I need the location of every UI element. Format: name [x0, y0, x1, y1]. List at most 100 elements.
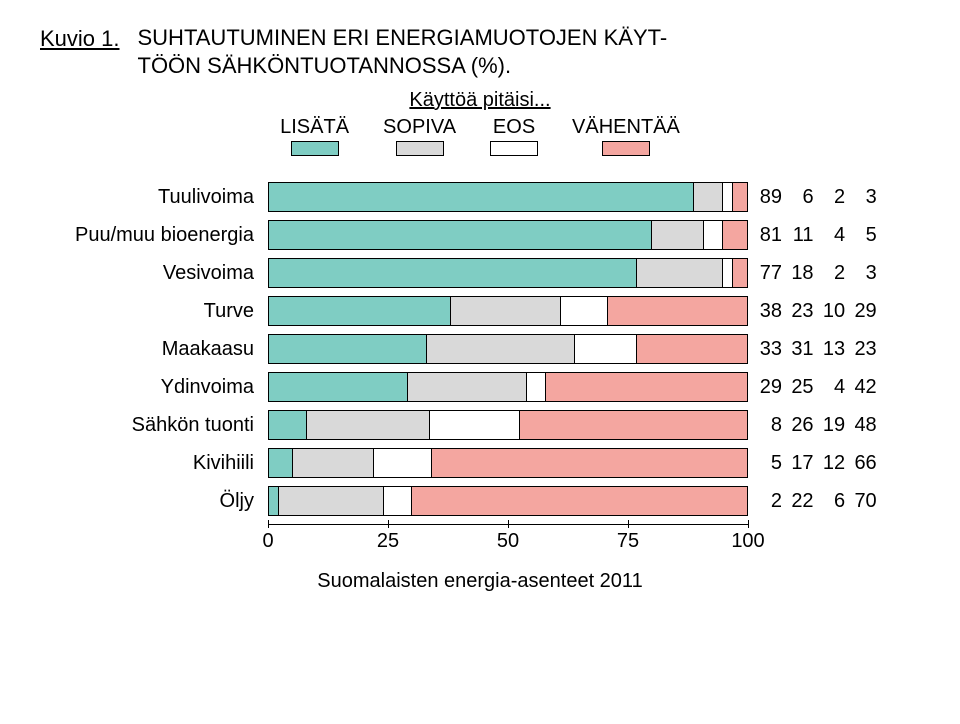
value: 29	[851, 300, 877, 323]
bar-segment	[269, 411, 307, 439]
bar-segment	[384, 487, 413, 515]
category-label: Vesivoima	[50, 262, 260, 285]
value: 2	[819, 186, 845, 209]
bar-segment	[608, 297, 747, 325]
axis-tick-label: 50	[497, 530, 519, 553]
bar-segment	[637, 259, 723, 287]
page: Kuvio 1. SUHTAUTUMINEN ERI ENERGIAMUOTOJ…	[0, 0, 960, 613]
value: 19	[819, 414, 845, 437]
category-label: Sähkön tuonti	[50, 414, 260, 437]
legend-label: VÄHENTÄÄ	[572, 116, 680, 139]
bar-segment	[723, 183, 733, 211]
category-label: Tuulivoima	[50, 186, 260, 209]
value: 25	[788, 376, 814, 399]
bar-segment	[704, 221, 723, 249]
value: 23	[851, 338, 877, 361]
x-axis: 0255075100	[268, 524, 748, 552]
legend-swatch	[490, 141, 538, 156]
axis-tick	[628, 520, 629, 528]
stacked-bar	[268, 410, 748, 440]
value: 12	[819, 452, 845, 475]
value-labels: 81 11 4 5	[756, 224, 876, 247]
legend-item: SOPIVA	[383, 116, 456, 156]
legend-swatch	[602, 141, 650, 156]
bar-segment	[279, 487, 384, 515]
bar-segment	[269, 259, 637, 287]
value: 11	[788, 224, 814, 247]
bar-segment	[412, 487, 747, 515]
bar-segment	[451, 297, 561, 325]
value: 2	[819, 262, 845, 285]
stacked-bar	[268, 486, 748, 516]
value: 42	[851, 376, 877, 399]
value: 23	[788, 300, 814, 323]
bar-segment	[561, 297, 609, 325]
category-label: Kivihiili	[50, 452, 260, 475]
legend-swatch	[396, 141, 444, 156]
bar-segment	[637, 335, 747, 363]
bar-segment	[293, 449, 374, 477]
legend: LISÄTÄ SOPIVA EOS VÄHENTÄÄ	[40, 116, 920, 156]
value: 26	[788, 414, 814, 437]
bar-segment	[269, 487, 279, 515]
bar-segment	[307, 411, 430, 439]
legend-item: EOS	[490, 116, 538, 156]
value: 89	[756, 186, 782, 209]
value: 5	[756, 452, 782, 475]
bar-segment	[269, 335, 427, 363]
value: 48	[851, 414, 877, 437]
bar-segment	[269, 297, 451, 325]
value-labels: 77 18 2 3	[756, 262, 876, 285]
bar-segment	[723, 259, 733, 287]
value: 70	[851, 490, 877, 513]
bar-segment	[652, 221, 704, 249]
axis-tick-label: 0	[262, 530, 273, 553]
category-label: Puu/muu bioenergia	[50, 224, 260, 247]
value: 33	[756, 338, 782, 361]
value: 66	[851, 452, 877, 475]
bar-segment	[546, 373, 747, 401]
value-labels: 89 6 2 3	[756, 186, 876, 209]
stacked-bar-chart: Tuulivoima 89 6 2 3 Puu/muu bioenergia 81 1…	[50, 182, 920, 552]
stacked-bar	[268, 296, 748, 326]
axis-tick	[508, 520, 509, 528]
value: 13	[819, 338, 845, 361]
legend-item: VÄHENTÄÄ	[572, 116, 680, 156]
bar-segment	[427, 335, 575, 363]
legend-item: LISÄTÄ	[280, 116, 349, 156]
axis-tick-label: 75	[617, 530, 639, 553]
legend-label: LISÄTÄ	[280, 116, 349, 139]
value: 10	[819, 300, 845, 323]
category-label: Turve	[50, 300, 260, 323]
value-labels: 5 17 12 66	[756, 452, 876, 475]
value-labels: 2 22 6 70	[756, 490, 876, 513]
stacked-bar	[268, 220, 748, 250]
value: 81	[756, 224, 782, 247]
value-labels: 33 31 13 23	[756, 338, 876, 361]
stacked-bar	[268, 448, 748, 478]
stacked-bar	[268, 258, 748, 288]
stacked-bar	[268, 182, 748, 212]
figure-title: SUHTAUTUMINEN ERI ENERGIAMUOTOJEN KÄYT-T…	[138, 24, 668, 79]
value-labels: 8 26 19 48	[756, 414, 876, 437]
bar-segment	[408, 373, 528, 401]
bar-segment	[269, 449, 293, 477]
value: 77	[756, 262, 782, 285]
bar-segment	[527, 373, 546, 401]
bar-segment	[723, 221, 747, 249]
value: 22	[788, 490, 814, 513]
source-footer: Suomalaisten energia-asenteet 2011	[40, 570, 920, 593]
legend-swatch	[291, 141, 339, 156]
header: Kuvio 1. SUHTAUTUMINEN ERI ENERGIAMUOTOJ…	[40, 24, 920, 79]
legend-label: EOS	[493, 116, 535, 139]
value: 38	[756, 300, 782, 323]
category-label: Ydinvoima	[50, 376, 260, 399]
axis-tick-label: 25	[377, 530, 399, 553]
value: 3	[851, 262, 877, 285]
bar-segment	[269, 183, 694, 211]
bar-segment	[520, 411, 747, 439]
value: 5	[851, 224, 877, 247]
bar-segment	[432, 449, 747, 477]
bar-segment	[269, 221, 652, 249]
axis-tick	[748, 520, 749, 528]
